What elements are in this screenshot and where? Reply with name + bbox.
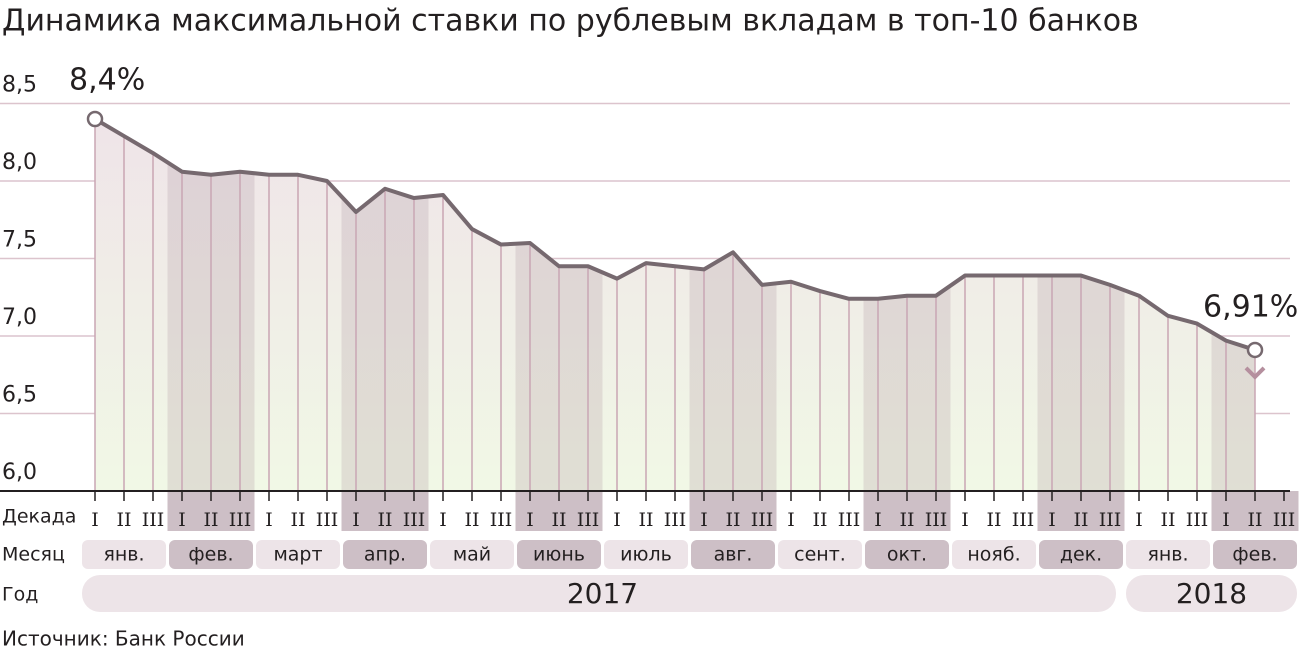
decade-label: III bbox=[229, 509, 252, 531]
decade-label: II bbox=[116, 509, 131, 531]
y-tick-label: 7,5 bbox=[2, 228, 37, 253]
decade-label: III bbox=[490, 509, 513, 531]
decade-label: II bbox=[551, 509, 566, 531]
decade-label: I bbox=[439, 509, 447, 531]
month-label: сент. bbox=[794, 544, 846, 566]
month-pill bbox=[517, 540, 601, 569]
decade-label: III bbox=[1012, 509, 1035, 531]
decade-label: I bbox=[874, 509, 882, 531]
year-pill bbox=[82, 575, 1116, 612]
month-label: янв. bbox=[1147, 544, 1188, 566]
month-pill bbox=[1213, 540, 1297, 569]
value-label: 8,4% bbox=[69, 63, 145, 98]
month-pill bbox=[778, 540, 862, 569]
decade-label: III bbox=[1186, 509, 1209, 531]
point-marker bbox=[86, 110, 104, 128]
decade-label: I bbox=[526, 509, 534, 531]
decade-label: III bbox=[142, 509, 165, 531]
decade-label: III bbox=[838, 509, 861, 531]
month-pill bbox=[1126, 540, 1210, 569]
y-tick-label: 7,0 bbox=[2, 305, 37, 330]
decade-label: I bbox=[352, 509, 360, 531]
source: Источник: Банк России bbox=[2, 627, 245, 651]
month-label: нояб. bbox=[967, 544, 1020, 566]
decade-label: III bbox=[1099, 509, 1122, 531]
month-pill bbox=[343, 540, 427, 569]
decade-label: II bbox=[377, 509, 392, 531]
month-label: фев. bbox=[188, 544, 233, 566]
month-pill bbox=[691, 540, 775, 569]
month-pill bbox=[169, 540, 253, 569]
year-label: 2018 bbox=[1176, 577, 1247, 610]
decade-label: I bbox=[91, 509, 99, 531]
chart-title: Динамика максимальной ставки по рублевым… bbox=[2, 4, 1139, 39]
decade-label: II bbox=[725, 509, 740, 531]
decade-label: III bbox=[316, 509, 339, 531]
row-label: Год bbox=[2, 584, 38, 606]
month-pill bbox=[430, 540, 514, 569]
decade-label: III bbox=[577, 509, 600, 531]
month-pill bbox=[1039, 540, 1123, 569]
value-label: 6,91% bbox=[1203, 289, 1298, 324]
y-tick-label: 8,5 bbox=[2, 73, 37, 98]
decade-label: I bbox=[1222, 509, 1230, 531]
decade-label: II bbox=[464, 509, 479, 531]
year-label: 2017 bbox=[567, 577, 638, 610]
month-pill bbox=[256, 540, 340, 569]
decade-label: I bbox=[961, 509, 969, 531]
decade-label: II bbox=[986, 509, 1001, 531]
month-label: март bbox=[273, 544, 322, 566]
decade-label: I bbox=[265, 509, 273, 531]
month-pill bbox=[604, 540, 688, 569]
decade-label: II bbox=[1247, 509, 1262, 531]
month-label: окт. bbox=[887, 544, 927, 566]
month-label: июль bbox=[620, 544, 672, 566]
month-pill bbox=[865, 540, 949, 569]
line bbox=[93, 117, 1256, 352]
point-marker bbox=[1246, 341, 1264, 359]
month-label: май bbox=[453, 544, 491, 566]
decade-label: III bbox=[1273, 509, 1296, 531]
decade-label: II bbox=[1160, 509, 1175, 531]
decade-label: I bbox=[787, 509, 795, 531]
down-chevron bbox=[1244, 366, 1266, 380]
decade-label: II bbox=[899, 509, 914, 531]
decade-label: I bbox=[613, 509, 621, 531]
decade-label: III bbox=[664, 509, 687, 531]
y-tick-label: 8,0 bbox=[2, 150, 37, 175]
decade-label: I bbox=[1135, 509, 1143, 531]
month-label: янв. bbox=[103, 544, 144, 566]
row-label: Месяц bbox=[2, 544, 65, 566]
decade-label: III bbox=[925, 509, 948, 531]
month-label: апр. bbox=[364, 544, 406, 566]
decade-label: III bbox=[403, 509, 426, 531]
decade-label: I bbox=[700, 509, 708, 531]
month-label: июнь bbox=[533, 544, 585, 566]
y-tick-label: 6,5 bbox=[2, 383, 37, 408]
decade-label: II bbox=[290, 509, 305, 531]
decade-label: I bbox=[1048, 509, 1056, 531]
y-tick-label: 6,0 bbox=[2, 460, 37, 485]
month-label: фев. bbox=[1232, 544, 1277, 566]
decade-label: II bbox=[638, 509, 653, 531]
decade-label: II bbox=[1073, 509, 1088, 531]
month-pill bbox=[952, 540, 1036, 569]
decade-label: III bbox=[751, 509, 774, 531]
month-label: авг. bbox=[714, 544, 753, 566]
row-label: Декада bbox=[2, 506, 76, 528]
decade-label: II bbox=[812, 509, 827, 531]
decade-label: I bbox=[178, 509, 186, 531]
month-pill bbox=[82, 540, 166, 569]
year-pill bbox=[1126, 575, 1297, 612]
month-label: дек. bbox=[1060, 544, 1102, 566]
decade-label: II bbox=[203, 509, 218, 531]
